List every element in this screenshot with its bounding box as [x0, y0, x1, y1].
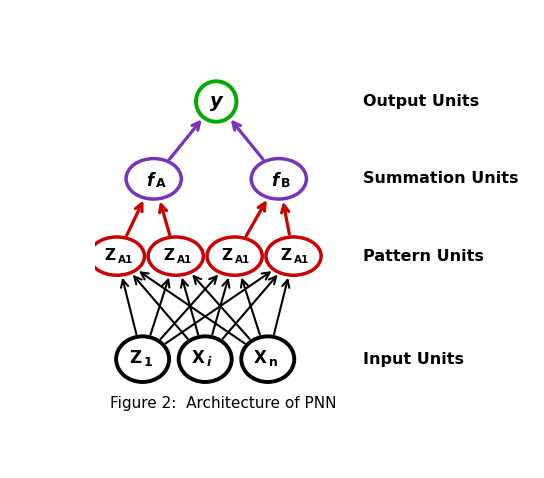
Text: Pattern Units: Pattern Units — [363, 249, 484, 263]
Text: Input Units: Input Units — [363, 352, 465, 367]
Text: Figure 2:  Architecture of PNN: Figure 2: Architecture of PNN — [110, 396, 337, 411]
Text: Output Units: Output Units — [363, 94, 480, 109]
Text: A1: A1 — [294, 255, 310, 265]
Text: f: f — [146, 172, 153, 190]
Text: A: A — [156, 177, 165, 190]
Text: A1: A1 — [236, 255, 251, 265]
Ellipse shape — [89, 237, 145, 275]
Text: Z: Z — [104, 248, 115, 262]
Ellipse shape — [266, 237, 321, 275]
Ellipse shape — [196, 81, 237, 122]
Ellipse shape — [126, 159, 181, 199]
Text: A1: A1 — [176, 255, 191, 265]
Text: f: f — [271, 172, 279, 190]
Text: 1: 1 — [144, 357, 152, 369]
Text: A1: A1 — [118, 255, 133, 265]
Text: B: B — [281, 177, 290, 190]
Text: Summation Units: Summation Units — [363, 171, 519, 186]
Ellipse shape — [148, 237, 203, 275]
Ellipse shape — [116, 337, 169, 382]
Text: X: X — [191, 349, 204, 367]
Text: Z: Z — [163, 248, 174, 262]
Text: Z: Z — [129, 349, 141, 367]
Text: n: n — [269, 357, 278, 369]
Text: Z: Z — [281, 248, 292, 262]
Ellipse shape — [178, 337, 232, 382]
Text: y: y — [210, 92, 222, 111]
Text: X: X — [254, 349, 267, 367]
Ellipse shape — [207, 237, 262, 275]
Ellipse shape — [241, 337, 294, 382]
Text: i: i — [206, 357, 211, 369]
Ellipse shape — [251, 159, 306, 199]
Text: Z: Z — [222, 248, 233, 262]
